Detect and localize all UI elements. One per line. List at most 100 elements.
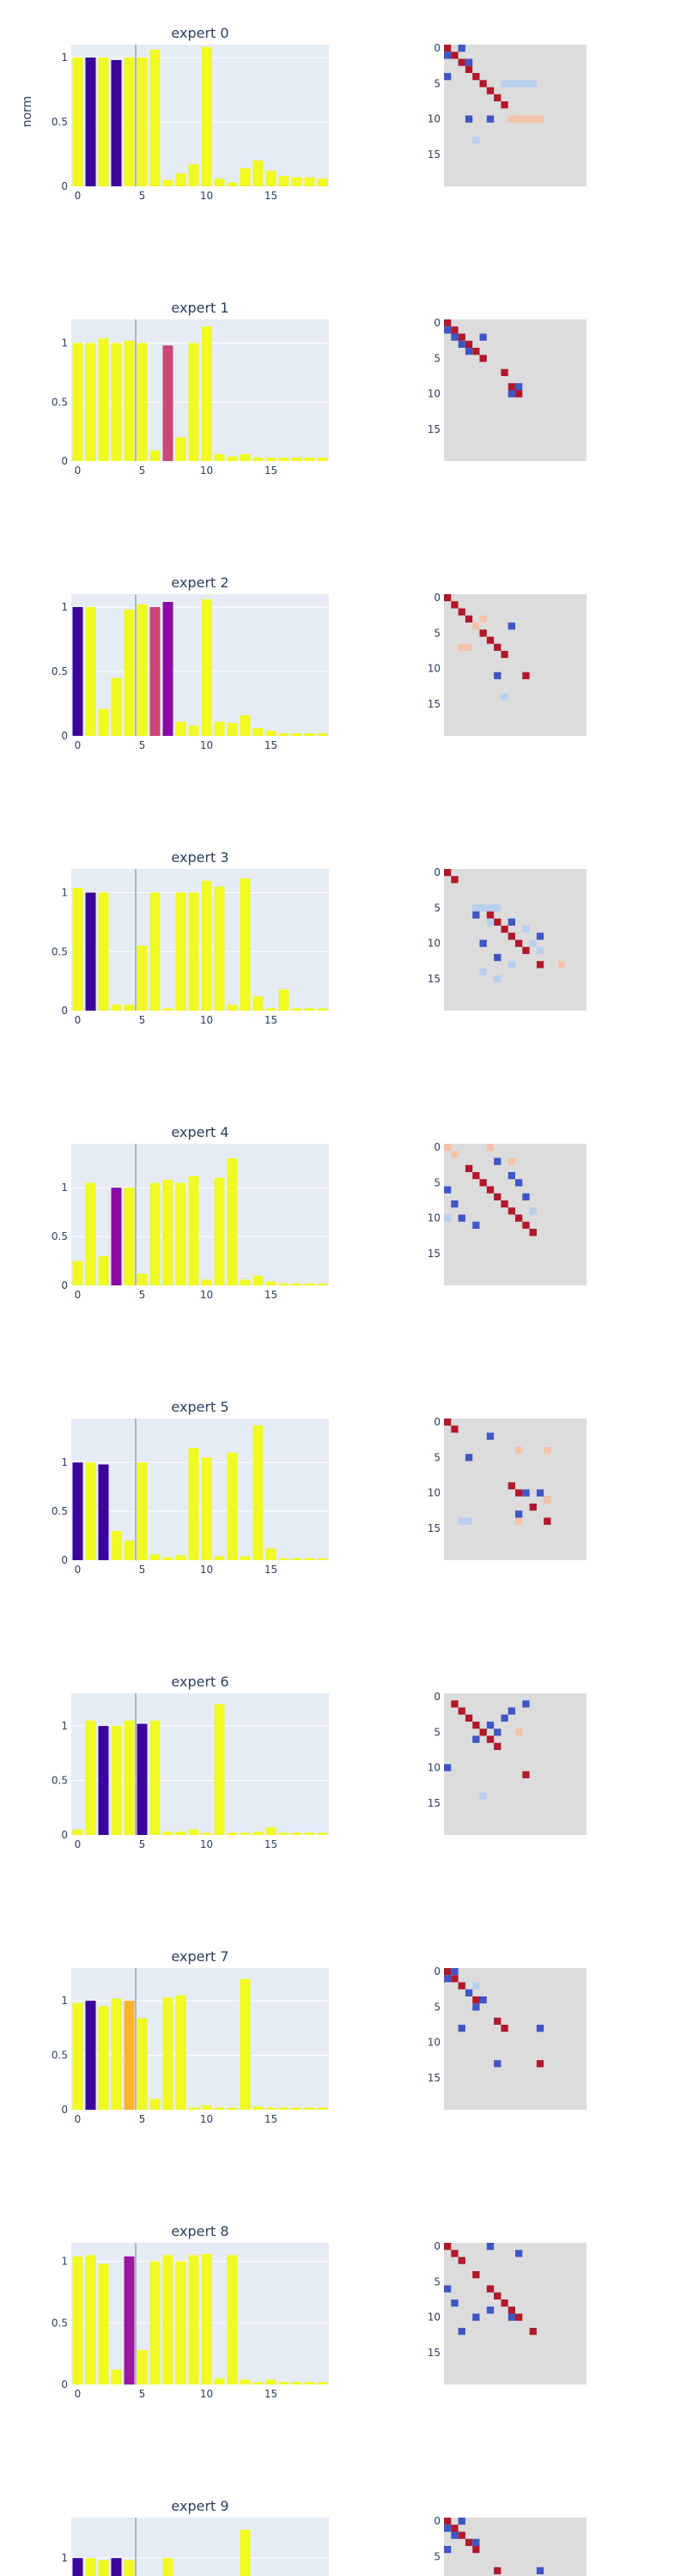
bar — [98, 2006, 109, 2110]
y-tick-label: 0.5 — [52, 2317, 68, 2329]
x-tick-label: 10 — [200, 465, 213, 477]
heatmap-cell — [494, 975, 502, 982]
heatmap-cell — [508, 1707, 515, 1715]
bar — [317, 179, 328, 186]
plot-background — [71, 1419, 329, 1560]
bar — [111, 2558, 122, 2576]
bar — [98, 338, 109, 461]
heatmap-cell — [479, 629, 487, 637]
x-tick-label: 15 — [264, 465, 277, 477]
heatmap-cell — [494, 1742, 502, 1750]
bar — [214, 721, 225, 736]
heatmap: 0 5 10 15 — [428, 1965, 587, 2110]
heatmap-cell — [451, 876, 459, 884]
bar — [162, 179, 173, 186]
bar — [291, 733, 302, 736]
heatmap-cell — [501, 651, 508, 659]
bar — [162, 2558, 173, 2576]
heatmap-cell — [508, 2306, 515, 2314]
bar — [72, 343, 83, 461]
heatmap-cell — [465, 615, 473, 623]
bar — [162, 2255, 173, 2385]
heatmap-cell — [458, 333, 465, 341]
y-tick-label: 0 — [61, 1279, 68, 1291]
bar — [317, 2382, 328, 2385]
heatmap-cell — [479, 968, 487, 975]
bar — [291, 1283, 302, 1285]
heatmap-cell — [501, 693, 508, 701]
x-tick-label: 15 — [264, 1014, 277, 1026]
heatmap-cell — [515, 1728, 523, 1736]
bar — [265, 1548, 277, 1560]
bar — [201, 2253, 212, 2385]
bar — [111, 1998, 122, 2110]
heatmap-y-tick-label: 10 — [428, 1762, 441, 1774]
heatmap-cell — [501, 926, 508, 933]
bar — [162, 345, 173, 461]
heatmap-cell — [444, 1764, 452, 1771]
bar — [265, 2107, 277, 2110]
bar — [98, 708, 109, 736]
bar — [175, 437, 186, 461]
heatmap-cell — [486, 1722, 495, 1729]
heatmap-y-tick-label: 5 — [434, 902, 441, 914]
y-tick-label: 1 — [61, 887, 68, 899]
x-tick-label: 5 — [139, 1838, 146, 1850]
bar — [85, 2001, 96, 2110]
bar — [124, 2001, 135, 2110]
bar — [252, 161, 264, 186]
heatmap-cell — [465, 1989, 473, 1996]
bar — [304, 733, 315, 736]
heatmap-y-tick-label: 15 — [428, 1248, 441, 1260]
y-tick-label: 1 — [61, 52, 68, 64]
heatmap-cell — [451, 333, 459, 341]
y-tick-label: 1 — [61, 2256, 68, 2268]
heatmap-cell — [522, 1489, 530, 1497]
heatmap-cell — [472, 2546, 480, 2554]
heatmap-cell — [458, 2328, 465, 2336]
heatmap-cell — [465, 1517, 473, 1525]
heatmap-cell — [451, 2250, 459, 2257]
plot-background — [71, 1968, 329, 2110]
bar — [149, 2261, 161, 2385]
bar — [85, 892, 96, 1011]
heatmap-y-tick-label: 5 — [434, 1726, 441, 1738]
bar — [175, 1555, 186, 1560]
bar — [85, 607, 96, 736]
heatmap-y-tick-label: 15 — [428, 2347, 441, 2359]
bar — [124, 1720, 135, 1835]
bar — [188, 2107, 199, 2110]
heatmap-cell — [494, 2567, 502, 2574]
heatmap-cell — [451, 1200, 459, 1208]
heatmap-cell — [451, 1968, 459, 1976]
heatmap-cell — [444, 45, 452, 52]
heatmap-cell — [501, 2025, 508, 2032]
chart-title: expert 8 — [171, 2223, 228, 2239]
heatmap-cell — [501, 2300, 508, 2307]
heatmap-cell — [479, 1792, 487, 1800]
heatmap: 0 5 10 15 — [428, 2240, 587, 2385]
bar — [124, 340, 135, 461]
heatmap-cell — [479, 904, 487, 912]
heatmap-y-tick-label: 0 — [434, 317, 441, 329]
heatmap-cell — [465, 643, 473, 651]
heatmap-cell — [444, 2518, 452, 2525]
heatmap-cell — [544, 1517, 551, 1525]
bar — [252, 2106, 264, 2110]
bar — [265, 731, 277, 736]
heatmap-cell — [458, 2257, 465, 2264]
bar — [265, 171, 277, 186]
bar — [240, 1832, 251, 1835]
heatmap-cell — [494, 918, 502, 926]
heatmap-cell — [465, 1454, 473, 1461]
heatmap-cell — [472, 1722, 480, 1729]
x-tick-label: 10 — [200, 1289, 213, 1301]
heatmap-y-tick-label: 10 — [428, 113, 441, 125]
heatmap-cell — [458, 2531, 465, 2539]
y-tick-label: 1 — [61, 337, 68, 349]
heatmap-cell — [515, 1447, 523, 1455]
